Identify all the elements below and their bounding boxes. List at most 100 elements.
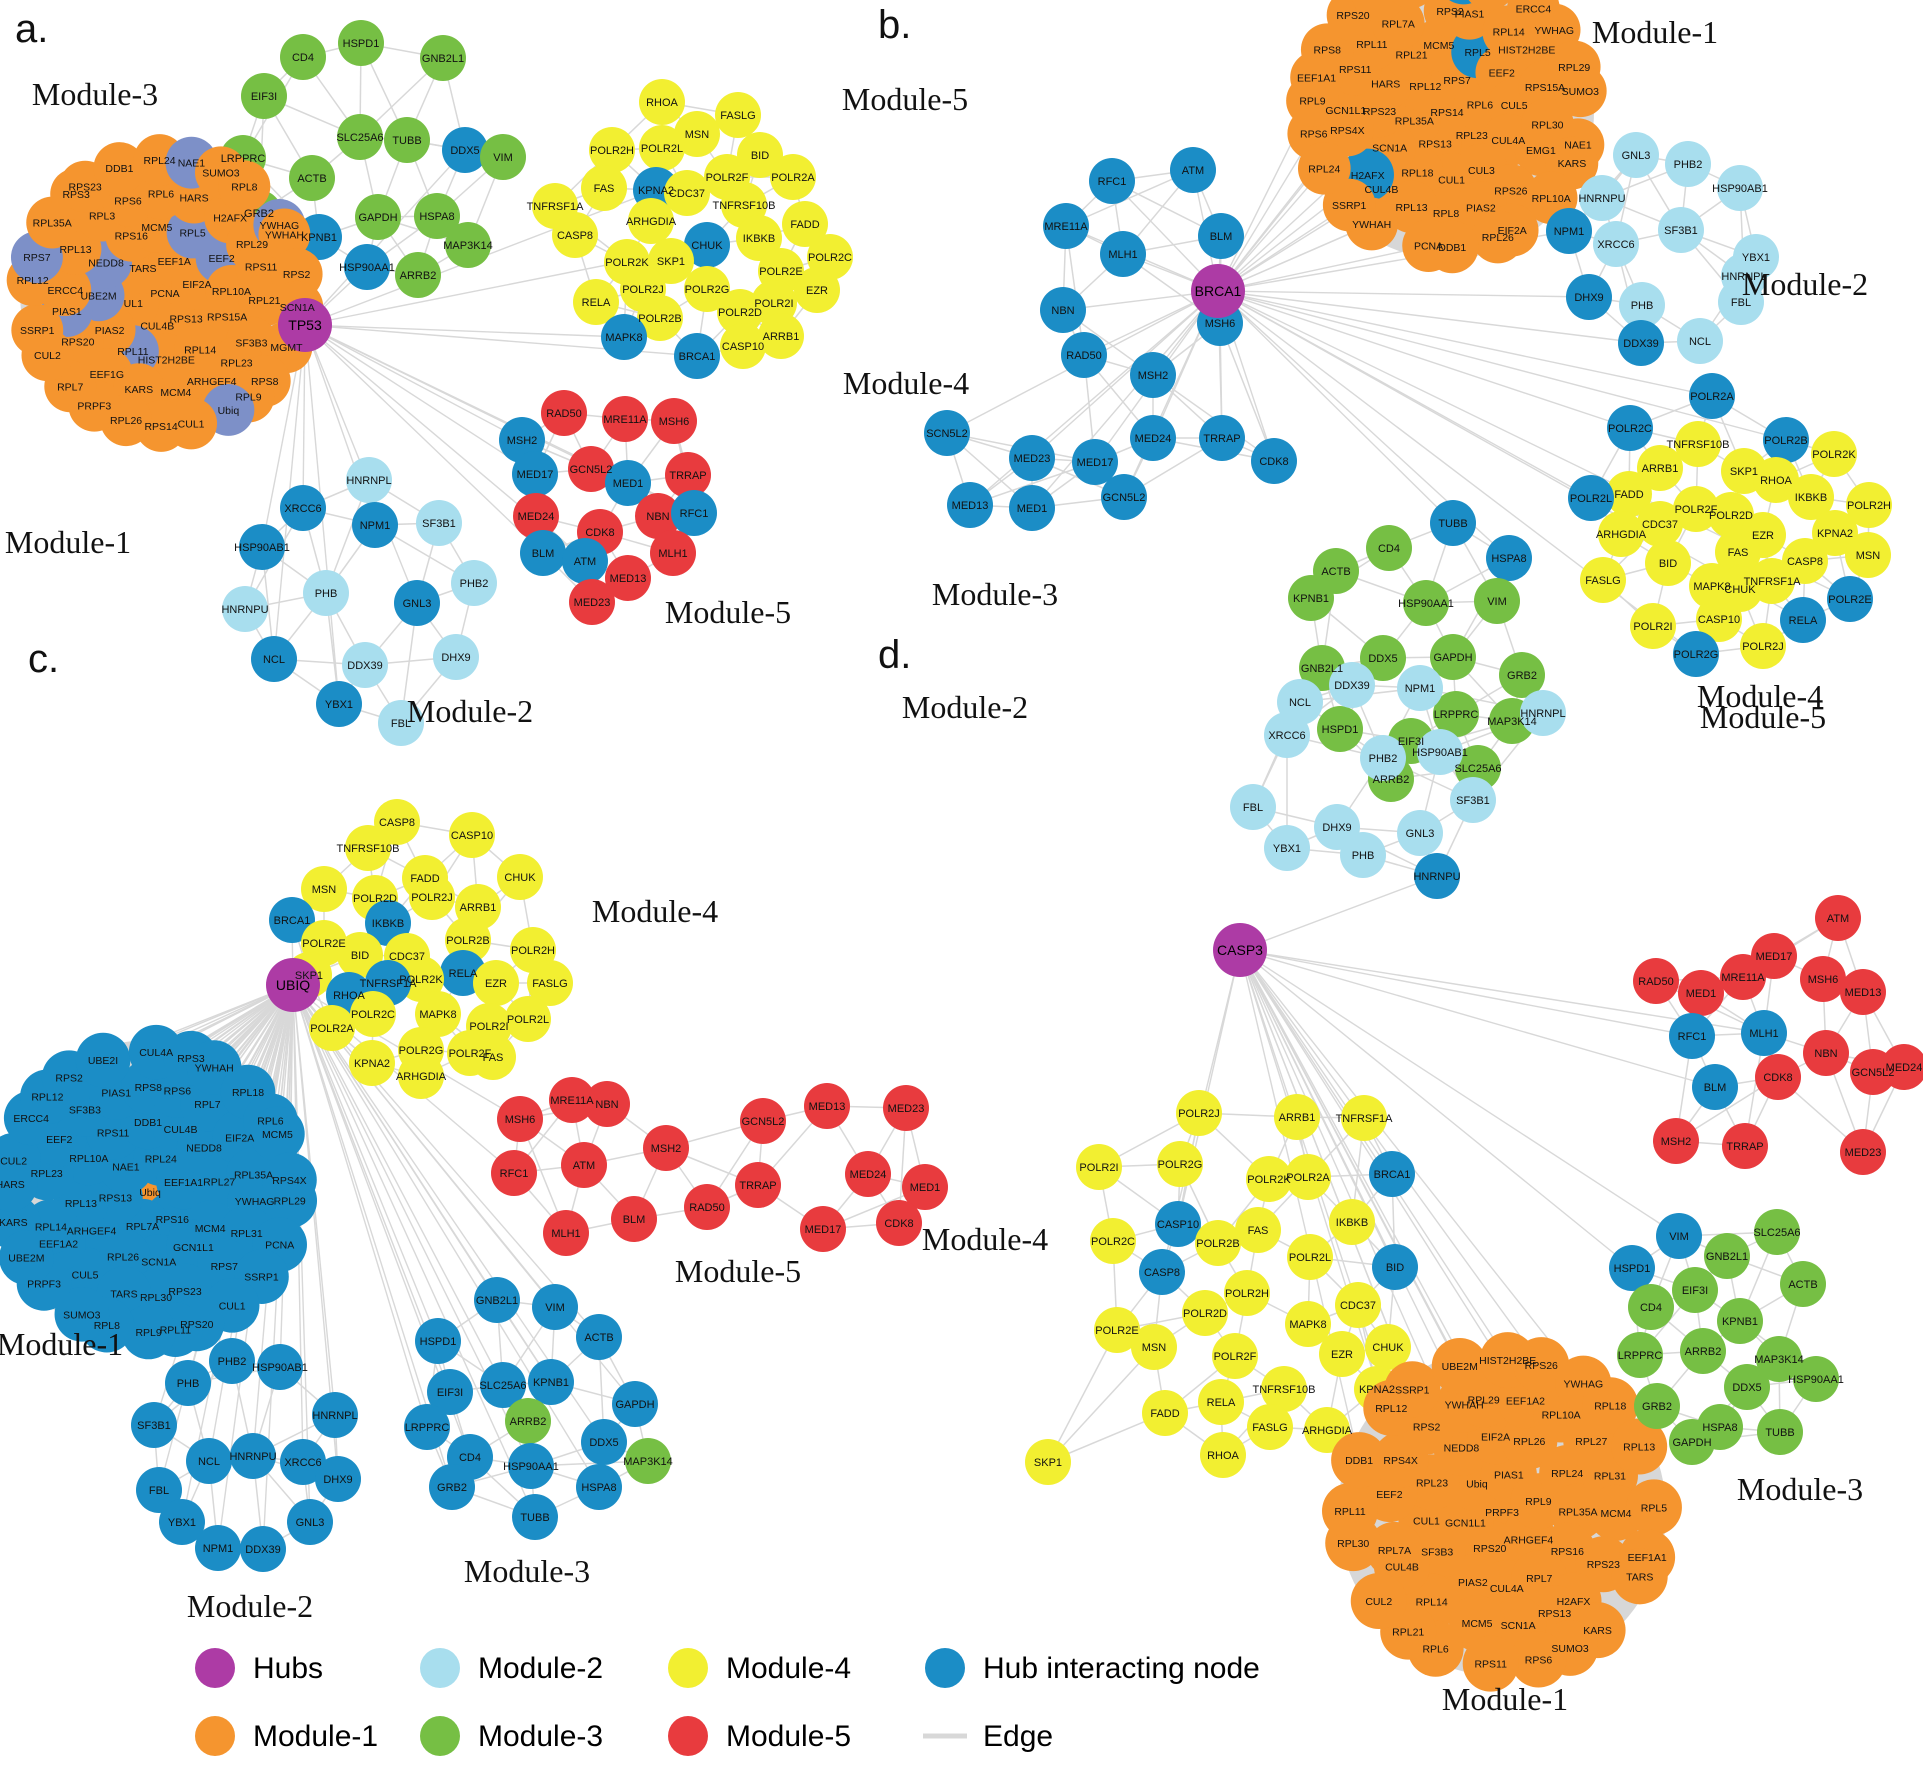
node-MSN[interactable] bbox=[301, 866, 347, 912]
node-BLM[interactable] bbox=[1692, 1064, 1738, 1110]
node-CASP8[interactable] bbox=[1782, 538, 1828, 584]
node-FADD[interactable] bbox=[1606, 471, 1652, 517]
node-IKBKB[interactable] bbox=[1788, 474, 1834, 520]
node-POLR2F[interactable] bbox=[1212, 1333, 1258, 1379]
node-GCN5L2[interactable] bbox=[740, 1098, 786, 1144]
node-SLC25A6[interactable] bbox=[337, 114, 383, 160]
node-MED1[interactable] bbox=[605, 460, 651, 506]
node-ACTB[interactable] bbox=[576, 1314, 622, 1360]
node-CASP8[interactable] bbox=[552, 212, 598, 258]
node-NPM1[interactable] bbox=[195, 1525, 241, 1571]
node-IKBKB[interactable] bbox=[736, 215, 782, 261]
node-MSH2[interactable] bbox=[1130, 352, 1176, 398]
node-ARRB2[interactable] bbox=[1680, 1328, 1726, 1374]
node-BLM[interactable] bbox=[1198, 213, 1244, 259]
node-CHUK[interactable] bbox=[497, 854, 543, 900]
node-RPS26[interactable] bbox=[1513, 1337, 1570, 1394]
node-BRCA1[interactable] bbox=[674, 333, 720, 379]
node-MED23[interactable] bbox=[1840, 1129, 1886, 1175]
node-POLR2A[interactable] bbox=[1285, 1154, 1331, 1200]
node-NBN[interactable] bbox=[1040, 287, 1086, 333]
node-YBX1[interactable] bbox=[159, 1499, 205, 1545]
node-FBL[interactable] bbox=[1718, 279, 1764, 325]
node-EIF3I[interactable] bbox=[1672, 1267, 1718, 1313]
node-DDX5[interactable] bbox=[1360, 635, 1406, 681]
node-TUBB[interactable] bbox=[384, 117, 430, 163]
node-HSPA8[interactable] bbox=[414, 193, 460, 239]
node-TRRAP[interactable] bbox=[1199, 415, 1245, 461]
node-KPNB1[interactable] bbox=[1717, 1298, 1763, 1344]
node-PHB[interactable] bbox=[303, 570, 349, 616]
node-UBE2I[interactable] bbox=[75, 1032, 131, 1088]
node-CDK8[interactable] bbox=[876, 1200, 922, 1246]
node-POLR2B[interactable] bbox=[1195, 1220, 1241, 1266]
node-PHB2[interactable] bbox=[451, 560, 497, 606]
node-POLR2D[interactable] bbox=[1182, 1290, 1228, 1336]
node-ACTB[interactable] bbox=[289, 155, 335, 201]
hub-CASP3[interactable] bbox=[1213, 923, 1267, 977]
node-TNFRSF1A[interactable] bbox=[1749, 558, 1795, 604]
node-SUMO3[interactable] bbox=[54, 1286, 110, 1342]
node-MAP3K14[interactable] bbox=[1756, 1336, 1802, 1382]
node-HSP90AB1[interactable] bbox=[1717, 165, 1763, 211]
node-GAPDH[interactable] bbox=[612, 1381, 658, 1427]
node-MSH2[interactable] bbox=[1653, 1118, 1699, 1164]
node-HSP90AA1[interactable] bbox=[508, 1443, 554, 1489]
node-DHX9[interactable] bbox=[1566, 274, 1612, 320]
node-MED24[interactable] bbox=[1881, 1044, 1923, 1090]
node-GRB2[interactable] bbox=[1499, 652, 1545, 698]
node-HNRNPU[interactable] bbox=[222, 586, 268, 632]
node-NCL[interactable] bbox=[1677, 318, 1723, 364]
node-HSP90AA1[interactable] bbox=[1403, 580, 1449, 626]
node-POLR2F[interactable] bbox=[1673, 486, 1719, 532]
node-HSP90AB1[interactable] bbox=[239, 524, 285, 570]
node-ATM[interactable] bbox=[1170, 147, 1216, 193]
node-POLR2L[interactable] bbox=[1568, 475, 1614, 521]
node-ATM[interactable] bbox=[1815, 895, 1861, 941]
node-YBX1[interactable] bbox=[316, 681, 362, 727]
node-POLR2G[interactable] bbox=[1157, 1141, 1203, 1187]
node-MED17[interactable] bbox=[512, 451, 558, 497]
node-NBN[interactable] bbox=[584, 1081, 630, 1127]
node-SLC25A6[interactable] bbox=[1754, 1209, 1800, 1255]
node-POLR2K[interactable] bbox=[1246, 1156, 1292, 1202]
node-GNL3[interactable] bbox=[394, 580, 440, 626]
node-IKBKB[interactable] bbox=[1329, 1199, 1375, 1245]
node-MSH2[interactable] bbox=[643, 1125, 689, 1171]
node-MCM5[interactable] bbox=[250, 1106, 305, 1162]
node-EIF3I[interactable] bbox=[427, 1369, 473, 1415]
node-CDC37[interactable] bbox=[1335, 1282, 1381, 1328]
node-DDX39[interactable] bbox=[240, 1526, 286, 1572]
node-CD4[interactable] bbox=[1628, 1284, 1674, 1330]
node-ATM[interactable] bbox=[561, 1142, 607, 1188]
node-MRE11A[interactable] bbox=[549, 1077, 595, 1123]
node-BID[interactable] bbox=[337, 932, 383, 978]
node-DDX5[interactable] bbox=[1724, 1364, 1770, 1410]
node-TARS[interactable] bbox=[1611, 1548, 1668, 1605]
node-TNFRSF10B[interactable] bbox=[1261, 1366, 1307, 1412]
node-POLR2C[interactable] bbox=[350, 991, 396, 1037]
node-NCL[interactable] bbox=[186, 1438, 232, 1484]
node-XRCC6[interactable] bbox=[1593, 221, 1639, 267]
node-POLR2H[interactable] bbox=[589, 127, 635, 173]
node-ARRB1[interactable] bbox=[758, 313, 804, 359]
node-SF3B1[interactable] bbox=[131, 1402, 177, 1448]
node-FAS[interactable] bbox=[581, 165, 627, 211]
node-HSP90AB1[interactable] bbox=[1417, 729, 1463, 775]
node-SLC25A6[interactable] bbox=[480, 1362, 526, 1408]
node-RELA[interactable] bbox=[1198, 1379, 1244, 1425]
node-RPL11[interactable] bbox=[1322, 1483, 1379, 1540]
node-POLR2A[interactable] bbox=[1689, 373, 1735, 419]
node-HSPA8[interactable] bbox=[1486, 535, 1532, 581]
node-POLR2B[interactable] bbox=[1763, 417, 1809, 463]
node-DDX39[interactable] bbox=[1618, 320, 1664, 366]
node-HSP90AB1[interactable] bbox=[257, 1344, 303, 1390]
node-MED1[interactable] bbox=[1009, 485, 1055, 531]
node-EZR[interactable] bbox=[473, 960, 519, 1006]
node-CDC37[interactable] bbox=[664, 170, 710, 216]
node-MAPK8[interactable] bbox=[601, 314, 647, 360]
node-POLR2H[interactable] bbox=[1224, 1270, 1270, 1316]
node-SSRP1[interactable] bbox=[1322, 178, 1376, 232]
node-FASLG[interactable] bbox=[527, 960, 573, 1006]
node-RAD50[interactable] bbox=[684, 1184, 730, 1230]
